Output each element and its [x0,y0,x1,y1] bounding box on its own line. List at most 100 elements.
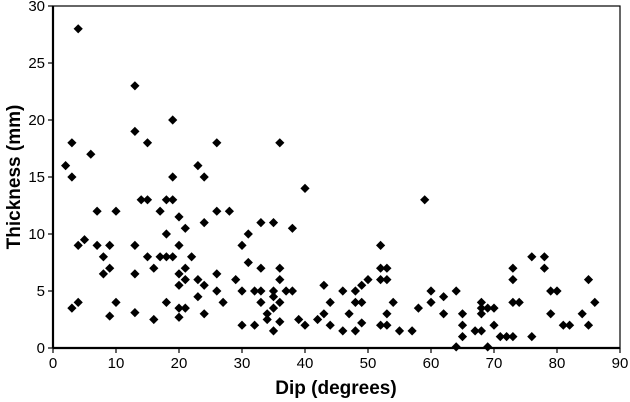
data-point-diamond [212,138,222,148]
data-point-diamond [174,280,184,290]
data-point-diamond [350,297,360,307]
data-point-diamond [161,195,171,205]
data-point-diamond [300,183,310,193]
data-point-diamond [451,286,461,296]
data-point-diamond [546,309,556,319]
data-point-diamond [86,149,96,159]
x-axis-title: Dip (degrees) [275,378,396,399]
data-point-diamond [495,332,505,342]
data-point-diamond [476,297,486,307]
data-point-diamond [149,263,159,273]
data-point-diamond [130,126,140,136]
data-point-diamond [149,314,159,325]
y-tick-label: 30 [28,0,45,15]
data-point-diamond [174,312,184,322]
data-point-diamond [382,275,392,285]
data-point-diamond [344,309,354,319]
data-point-diamond [268,303,279,313]
data-point-diamond [476,309,486,319]
data-point-diamond [583,275,594,285]
data-point-diamond [508,275,518,285]
data-point-diamond [199,280,209,290]
data-point-diamond [243,229,253,239]
data-point-diamond [67,172,77,182]
data-point-diamond [527,252,537,262]
data-point-diamond [142,195,153,205]
data-point-diamond [61,161,71,171]
data-point-diamond [394,326,405,336]
data-point-diamond [565,320,575,330]
data-point-diamond [294,314,304,325]
data-point-diamond [476,303,486,313]
data-point-diamond [426,286,436,296]
data-point-diamond [199,309,209,319]
data-point-diamond [256,286,266,296]
data-point-diamond [319,280,329,290]
data-point-diamond [357,318,367,328]
data-point-diamond [212,269,222,279]
data-point-diamond [73,240,83,250]
plot-border [52,5,621,349]
data-point-diamond [262,309,272,319]
x-axis-ticks: 0 10 20 30 40 50 60 70 80 90 [49,348,628,372]
data-point-diamond [287,286,297,296]
plot-area [51,5,621,350]
data-point-diamond [98,252,108,262]
data-point-diamond [256,218,266,228]
data-point-diamond [161,252,171,262]
data-point-diamond [357,280,367,290]
data-point-diamond [388,297,398,307]
data-point-diamond [457,309,468,319]
data-point-diamond [514,297,524,307]
data-point-diamond [325,297,335,307]
y-tick-label: 10 [28,226,45,243]
data-point-diamond [155,252,165,262]
data-point-diamond [281,286,291,296]
data-point-diamond [325,320,335,330]
data-point-diamond [451,342,461,352]
y-axis-title: Thickness (mm) [4,105,25,250]
y-tick-label: 20 [28,112,45,129]
data-point-diamond [268,292,279,302]
x-tick-label: 10 [108,355,125,372]
data-point-diamond [130,269,140,279]
data-point-diamond [275,317,285,327]
data-point-diamond [136,195,146,205]
data-point-diamond [218,297,228,307]
x-tick-label: 80 [549,355,566,372]
data-point-diamond [583,320,594,330]
data-point-diamond [212,286,222,296]
x-tick-label: 20 [171,355,188,372]
data-point-diamond [268,218,279,228]
data-point-diamond [558,320,568,330]
y-tick-label: 0 [37,340,45,357]
data-point-diamond [483,342,493,352]
data-point-diamond [376,275,386,285]
data-point-diamond [168,252,178,262]
data-point-diamond [275,138,285,148]
data-point-diamond [546,286,556,296]
data-point-diamond [590,297,600,307]
data-point-diamond [174,240,184,250]
data-point-diamond [256,297,266,307]
data-point-diamond [237,286,247,296]
data-point-diamond [262,314,272,325]
data-point-diamond [105,263,115,273]
data-point-diamond [187,252,197,262]
data-point-diamond [174,269,184,279]
data-point-diamond [161,229,171,239]
data-point-diamond [168,195,178,205]
x-tick-label: 30 [234,355,251,372]
data-point-diamond [508,332,518,342]
data-point-diamond [457,332,468,342]
data-point-diamond [439,309,449,319]
data-point-diamond [376,240,386,250]
data-point-diamond [357,297,367,307]
data-point-diamond [382,309,392,319]
data-point-diamond [111,297,121,307]
data-point-diamond [142,252,153,262]
data-point-diamond [489,303,499,313]
data-point-diamond [130,81,140,91]
data-point-diamond [92,206,102,216]
data-point-diamond [275,263,285,273]
